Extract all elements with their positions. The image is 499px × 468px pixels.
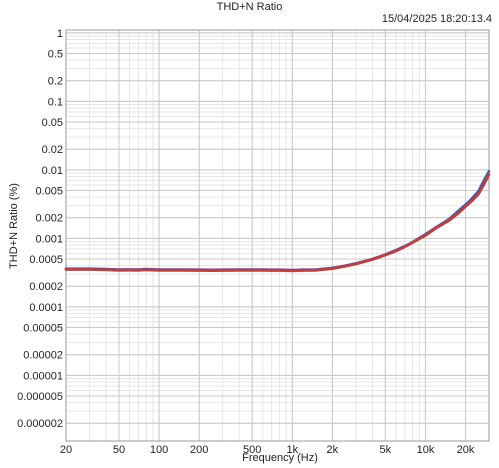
y-tick-label: 1 bbox=[57, 28, 63, 40]
y-tick-label: 0.00005 bbox=[23, 322, 63, 334]
chart-title: THD+N Ratio bbox=[216, 1, 283, 13]
x-tick-label: 20k bbox=[457, 444, 475, 456]
x-tick-label: 10k bbox=[417, 444, 435, 456]
plot-border bbox=[65, 29, 490, 442]
x-tick-label: 2k bbox=[327, 444, 339, 456]
y-tick-label: 0.5 bbox=[48, 48, 63, 60]
y-tick-label: 0.005 bbox=[35, 185, 63, 197]
y-tick-label: 0.00001 bbox=[23, 370, 63, 382]
plot-background bbox=[66, 30, 489, 441]
timestamp: 15/04/2025 18:20:13.4 bbox=[381, 13, 492, 25]
x-tick-label: 500 bbox=[243, 444, 261, 456]
x-tick-label: 5k bbox=[380, 444, 392, 456]
x-tick-label: 20 bbox=[60, 444, 72, 456]
y-tick-label: 0.000002 bbox=[17, 418, 63, 430]
y-tick-label: 0.0002 bbox=[29, 281, 63, 293]
y-tick-label: 0.00002 bbox=[23, 350, 63, 362]
x-tick-label: 1k bbox=[286, 444, 298, 456]
x-axis-label: Frequency (Hz) bbox=[242, 452, 318, 464]
y-tick-label: 0.01 bbox=[42, 165, 63, 177]
x-tick-label: 200 bbox=[190, 444, 208, 456]
x-tick-label: 50 bbox=[113, 444, 125, 456]
y-tick-label: 0.1 bbox=[48, 96, 63, 108]
y-axis-label: THD+N Ratio (%) bbox=[8, 183, 20, 269]
y-tick-label: 0.001 bbox=[35, 233, 63, 245]
y-tick-label: 0.02 bbox=[42, 144, 63, 156]
y-tick-label: 0.2 bbox=[48, 76, 63, 88]
x-tick-label: 100 bbox=[150, 444, 168, 456]
y-tick-label: 0.000005 bbox=[17, 391, 63, 403]
y-tick-label: 0.0001 bbox=[29, 302, 63, 314]
y-tick-label: 0.002 bbox=[35, 213, 63, 225]
y-tick-label: 0.05 bbox=[42, 117, 63, 129]
y-tick-label: 0.0005 bbox=[29, 254, 63, 266]
series-line-2 bbox=[64, 173, 491, 273]
